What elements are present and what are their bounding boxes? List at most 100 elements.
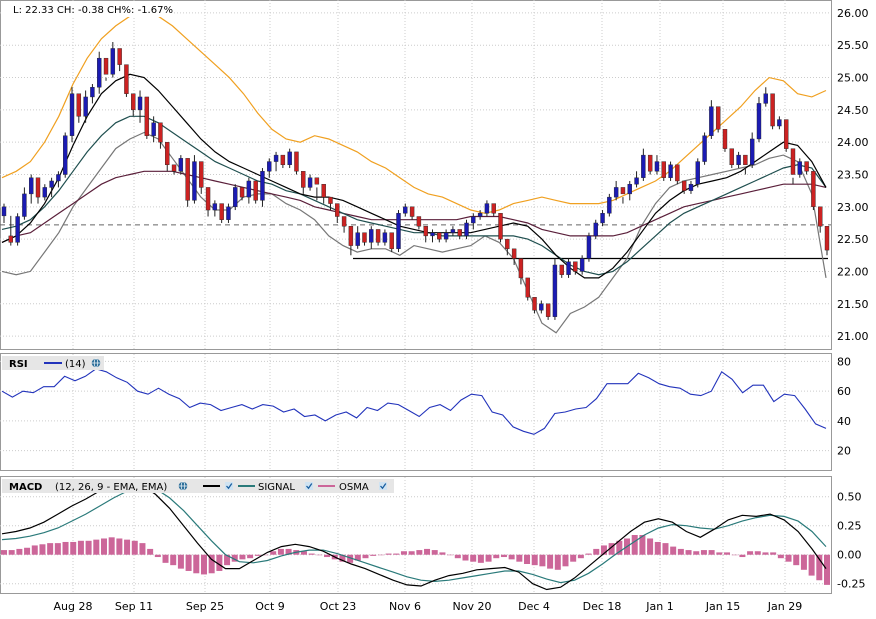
- x-tick-label: Sep 25: [186, 600, 224, 613]
- candle: [321, 183, 326, 198]
- y-tick-label: 60: [837, 385, 851, 398]
- candle: [654, 161, 660, 172]
- check-icon[interactable]: [305, 482, 313, 490]
- osma-bar: [539, 554, 546, 567]
- osma-bar: [408, 551, 415, 555]
- candle: [137, 96, 143, 111]
- globe-icon[interactable]: [91, 358, 101, 368]
- candle: [600, 213, 605, 224]
- candle: [307, 177, 313, 188]
- check-icon[interactable]: [225, 482, 233, 490]
- candle: [328, 196, 333, 204]
- candle: [620, 187, 626, 195]
- ma-mid-line: [1, 115, 827, 276]
- osma-bar: [447, 554, 454, 556]
- osma-bar: [693, 551, 700, 555]
- osma-bar: [393, 553, 400, 555]
- osma-bar: [777, 554, 784, 559]
- osma-bar: [762, 552, 769, 555]
- osma-bar: [31, 545, 38, 555]
- candle: [389, 232, 394, 250]
- check-icon[interactable]: [379, 482, 387, 490]
- candle: [532, 297, 537, 311]
- osma-bar: [324, 554, 331, 558]
- candle: [484, 203, 490, 214]
- candle: [260, 171, 265, 201]
- y-tick-label: 80: [837, 355, 851, 368]
- y-tick-label: -0.25: [837, 578, 865, 591]
- osma-bar: [224, 554, 231, 566]
- candle: [124, 64, 129, 94]
- osma-bar: [631, 535, 638, 555]
- candle: [559, 264, 564, 275]
- osma-bar: [24, 547, 31, 555]
- y-tick-label: 0.50: [837, 491, 862, 504]
- candle: [416, 216, 422, 227]
- price-y-axis: 26.00 25.50 25.00 24.50 24.00 23.50 23.00 22.50…: [837, 7, 869, 343]
- candle: [375, 229, 381, 243]
- candle: [110, 48, 116, 75]
- y-tick-label: 21.50: [837, 298, 869, 311]
- candle: [498, 213, 503, 240]
- candle: [144, 96, 150, 136]
- candle: [450, 229, 456, 233]
- macd-panel: 0.50 0.25 0.00 -0.25 MACD (12, 26, 9 - EMA,…: [0, 476, 865, 594]
- candle: [253, 180, 258, 201]
- candle: [35, 177, 41, 198]
- osma-bar: [131, 540, 138, 555]
- candle: [770, 93, 775, 127]
- y-tick-label: 40: [837, 415, 851, 428]
- osma-bar: [147, 548, 154, 555]
- candle: [457, 229, 462, 237]
- osma-bar: [793, 554, 800, 566]
- osma-bar: [647, 538, 654, 555]
- osma-bar: [816, 554, 823, 581]
- osma-bar: [254, 554, 261, 556]
- candle: [212, 203, 218, 211]
- candle: [314, 177, 320, 185]
- candle: [783, 119, 789, 149]
- osma-bar: [362, 554, 369, 559]
- candle: [613, 187, 619, 198]
- rsi-panel: 80 60 40 20 RSI (14): [0, 353, 851, 471]
- osma-bar: [339, 554, 346, 562]
- candle: [790, 148, 796, 175]
- osma-bar: [531, 554, 538, 566]
- candle: [586, 235, 592, 259]
- osma-bar: [585, 553, 592, 555]
- globe-icon[interactable]: [178, 481, 188, 491]
- osma-bar: [670, 546, 677, 555]
- osma-bar: [47, 543, 54, 555]
- osma-bar: [316, 554, 323, 556]
- candle: [382, 232, 388, 243]
- osma-bar: [177, 554, 184, 569]
- osma-bar: [808, 554, 815, 576]
- candle: [301, 171, 306, 188]
- osma-bar: [116, 538, 123, 555]
- candle: [219, 203, 224, 220]
- osma-bar: [785, 554, 792, 562]
- osma-bar: [270, 551, 277, 555]
- osma-bar: [724, 552, 731, 555]
- candle: [423, 226, 428, 237]
- x-tick-label: Nov 20: [453, 600, 492, 613]
- candle: [205, 187, 211, 211]
- osma-bar: [593, 548, 600, 555]
- candle: [729, 148, 734, 166]
- macd-legend-params: (12, 26, 9 - EMA, EMA): [55, 482, 167, 493]
- osma-bar: [285, 548, 292, 555]
- osma-bar: [416, 550, 423, 555]
- candle: [226, 206, 231, 220]
- osma-bar: [385, 553, 392, 555]
- x-tick-label: Jan 15: [705, 600, 740, 613]
- candle: [811, 171, 816, 208]
- osma-bar: [747, 551, 754, 555]
- osma-bar: [639, 535, 646, 555]
- osma-bar: [85, 540, 92, 555]
- candle: [443, 232, 449, 240]
- osma-bar: [216, 554, 223, 571]
- osma-bar: [654, 541, 661, 555]
- candle: [403, 206, 408, 214]
- osma-bar: [185, 554, 192, 571]
